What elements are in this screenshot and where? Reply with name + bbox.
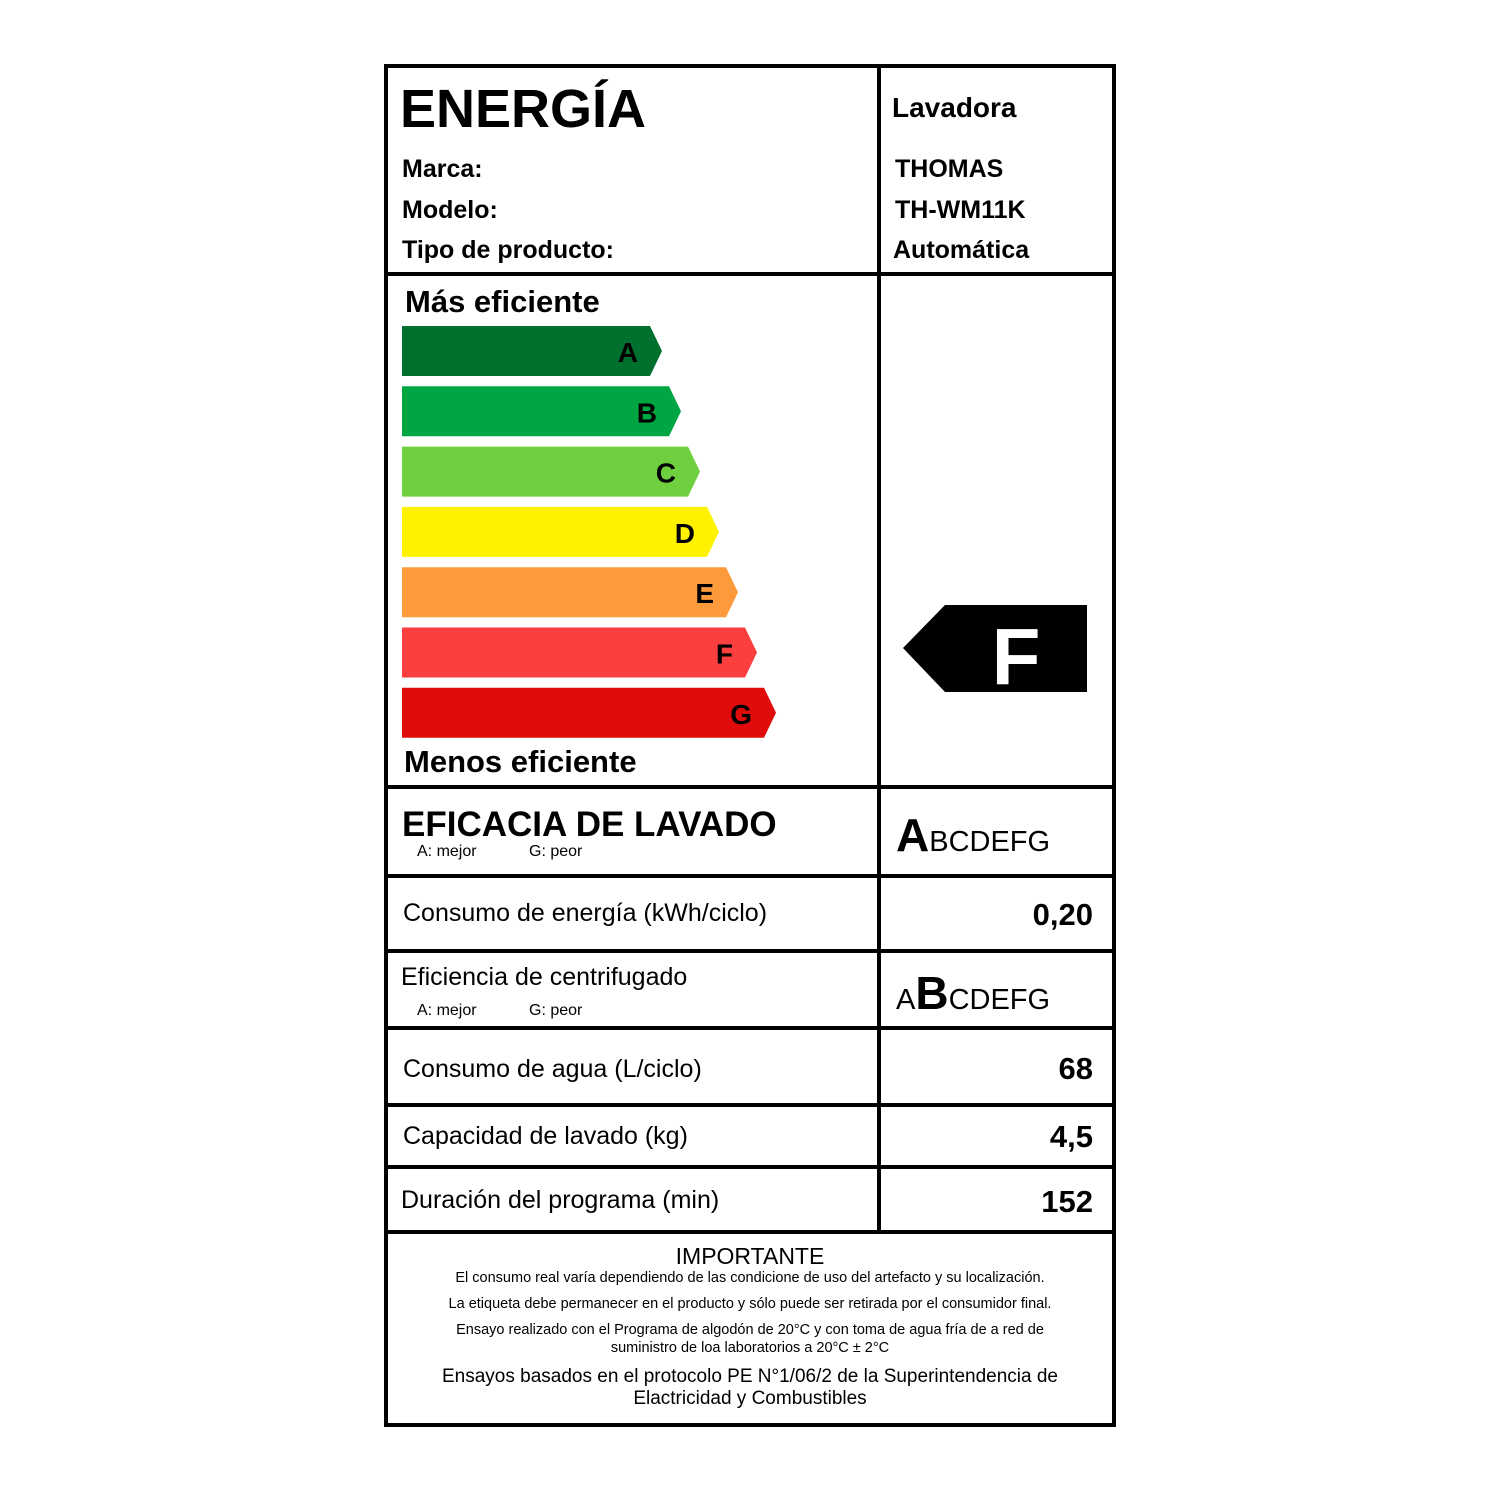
class-letter: C	[656, 458, 676, 489]
type-label: Tipo de producto:	[402, 236, 615, 264]
divider	[384, 272, 1115, 276]
footer-line: Elactricidad y Combustibles	[633, 1388, 867, 1409]
class-bar-g	[402, 687, 776, 738]
worst-note: G: peor	[529, 1002, 583, 1019]
brand-label: Marca:	[402, 155, 483, 183]
label-title: ENERGÍA	[400, 79, 647, 139]
capacity-value: 4,5	[1049, 1119, 1093, 1154]
energy-label: Consumo de energía (kWh/ciclo)	[403, 899, 768, 927]
class-letter: F	[716, 639, 733, 670]
selected-class: A	[896, 809, 930, 861]
capacity-label: Capacidad de lavado (kg)	[403, 1122, 688, 1150]
divider	[384, 785, 1115, 789]
model-label: Modelo:	[402, 196, 498, 224]
class-letter: B	[637, 397, 657, 428]
note-line: Ensayo realizado con el Programa de algo…	[456, 1322, 1044, 1338]
brand-value: THOMAS	[895, 155, 1004, 183]
divider	[384, 1230, 1115, 1234]
washing-rating: ABCDEFG	[896, 808, 1050, 862]
rating-arrow	[903, 605, 1087, 692]
spin-rating: ABCDEFG	[896, 966, 1050, 1020]
energy-label-frame	[384, 64, 1116, 1427]
class-bar-d	[402, 506, 719, 557]
duration-value: 152	[1041, 1184, 1093, 1219]
note-line: La etiqueta debe permanecer en el produc…	[448, 1296, 1052, 1312]
other-classes: CDEFG	[948, 984, 1051, 1016]
type-value: Automática	[893, 236, 1030, 264]
class-bar-e	[402, 567, 738, 618]
class-letter: E	[695, 578, 714, 609]
column-divider	[877, 64, 881, 1232]
class-bar-a	[402, 326, 662, 376]
worst-note: G: peor	[529, 843, 583, 860]
product-type: Lavadora	[892, 92, 1017, 123]
class-bar-b	[402, 386, 681, 437]
water-label: Consumo de agua (L/ciclo)	[403, 1055, 702, 1083]
water-value: 68	[1058, 1051, 1093, 1086]
class-letter: A	[618, 337, 638, 368]
other-classes: A	[896, 984, 916, 1016]
divider	[384, 1026, 1115, 1030]
energy-value: 0,20	[1032, 897, 1093, 932]
class-bar-f	[402, 627, 757, 678]
other-classes: BCDEFG	[929, 826, 1051, 858]
class-bar-c	[402, 446, 700, 497]
divider	[384, 949, 1115, 953]
washing-efficiency-label: EFICACIA DE LAVADO	[402, 805, 777, 844]
note-line: El consumo real varía dependiendo de las…	[455, 1270, 1045, 1286]
divider	[384, 1103, 1115, 1107]
spin-label: Eficiencia de centrifugado	[401, 963, 688, 991]
divider	[384, 1165, 1115, 1169]
selected-class: B	[915, 967, 949, 1019]
important-title: IMPORTANTE	[675, 1243, 825, 1269]
best-note: A: mejor	[417, 843, 477, 860]
class-letter: D	[675, 518, 695, 549]
rating-letter: F	[992, 612, 1041, 701]
note-line: suministro de loa laboratorios a 20°C ± …	[610, 1340, 890, 1356]
class-letter: G	[730, 699, 752, 730]
footer-line: Ensayos basados en el protocolo PE N°1/0…	[441, 1366, 1058, 1387]
duration-label: Duración del programa (min)	[401, 1186, 720, 1214]
divider	[384, 874, 1115, 878]
most-efficient-label: Más eficiente	[405, 284, 600, 319]
best-note: A: mejor	[417, 1002, 477, 1019]
model-value: TH-WM11K	[895, 196, 1026, 224]
least-efficient-label: Menos eficiente	[404, 744, 637, 779]
